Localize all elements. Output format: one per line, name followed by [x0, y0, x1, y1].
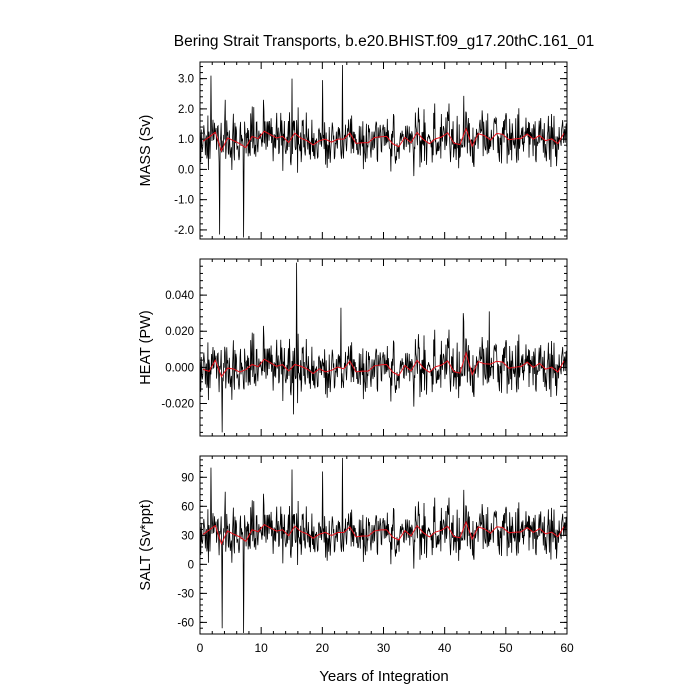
x-tick-label: 0: [197, 641, 204, 655]
salt-annual-mean-series-line: [202, 520, 565, 546]
heat-annual-mean-series-line: [202, 350, 565, 378]
heat-y-tick-label: 0.020: [165, 326, 194, 338]
mass-y-tick-label: -2.0: [174, 225, 194, 237]
x-tick-label: 10: [254, 641, 268, 655]
heat-y-tick-label: 0.000: [165, 362, 194, 374]
heat-monthly-series-line: [200, 262, 567, 433]
x-axis-label: Years of Integration: [319, 668, 449, 685]
mass-y-axis-label: MASS (Sv): [138, 115, 154, 187]
salt-y-tick-label: -30: [177, 588, 194, 600]
salt-monthly-series-line: [200, 457, 567, 634]
salt-panel: 90 60 30 0 -30 -60 SALT (Sv*ppt) 0 10 20 30 40 50 60: [138, 455, 574, 655]
chart-title: Bering Strait Transports, b.e20.BHIST.f0…: [174, 33, 594, 50]
salt-y-tick-label: 30: [181, 530, 194, 542]
mass-y-tick-label: -1.0: [174, 195, 194, 207]
x-tick-label: 20: [316, 641, 330, 655]
salt-y-tick-label: 0: [188, 559, 194, 571]
heat-y-tick-label: 0.040: [165, 290, 194, 302]
salt-y-tick-label: -60: [177, 617, 194, 629]
x-tick-label: 50: [499, 641, 513, 655]
salt-y-tick-label: 60: [181, 501, 194, 513]
mass-panel: 3.0 2.0 1.0 0.0 -1.0 -2.0 MASS (Sv): [138, 61, 568, 240]
mass-y-tick-label: 0.0: [178, 164, 194, 176]
x-tick-label: 30: [377, 641, 391, 655]
mass-y-tick-label: 2.0: [178, 104, 194, 116]
mass-monthly-series-line: [200, 65, 567, 238]
heat-plot-frame: [199, 258, 568, 437]
heat-y-axis-label: HEAT (PW): [138, 310, 154, 384]
x-tick-label: 40: [438, 641, 452, 655]
heat-panel: 0.040 0.020 0.000 -0.020 HEAT (PW): [138, 258, 568, 437]
x-tick-label: 60: [560, 641, 574, 655]
mass-annual-mean-series-line: [202, 127, 565, 153]
salt-y-axis-label: SALT (Sv*ppt): [138, 499, 154, 590]
mass-y-tick-label: 1.0: [178, 134, 194, 146]
heat-y-tick-label: -0.020: [161, 398, 194, 410]
salt-y-tick-label: 90: [181, 472, 194, 484]
mass-y-tick-label: 3.0: [178, 74, 194, 86]
